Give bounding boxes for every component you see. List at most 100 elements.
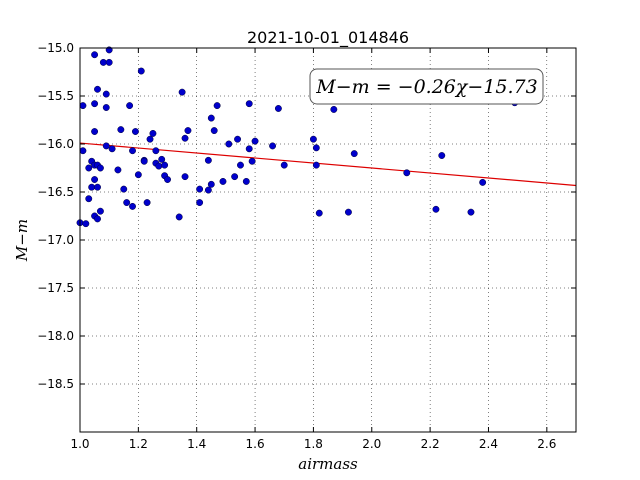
- data-point: [123, 199, 131, 207]
- data-point: [102, 90, 110, 98]
- x-tick-label: 2.4: [479, 437, 498, 451]
- data-point: [129, 147, 136, 155]
- data-point: [225, 140, 233, 148]
- grid-lines: [79, 47, 576, 432]
- y-tick-label: −17.0: [37, 233, 74, 247]
- fit-line-group: [79, 142, 577, 187]
- chart-title: 2021-10-01_014846: [247, 28, 409, 48]
- x-tick-label: 1.2: [129, 437, 148, 451]
- data-point: [219, 177, 227, 185]
- data-point: [231, 173, 239, 181]
- data-point: [85, 164, 93, 172]
- data-point: [96, 164, 104, 172]
- data-point: [204, 156, 212, 164]
- data-point: [85, 195, 93, 203]
- data-point: [210, 127, 218, 135]
- data-point: [79, 147, 87, 155]
- data-point: [137, 67, 145, 75]
- data-points: [76, 46, 519, 228]
- x-tick-label: 1.8: [304, 437, 323, 451]
- data-point: [312, 144, 320, 152]
- data-point: [152, 147, 160, 155]
- data-point: [350, 150, 358, 158]
- y-tick-label: −18.5: [37, 377, 74, 391]
- data-point: [140, 157, 148, 165]
- data-point: [91, 100, 99, 108]
- data-point: [96, 207, 104, 215]
- data-point: [213, 102, 221, 110]
- data-point: [158, 155, 166, 163]
- data-point: [251, 137, 259, 145]
- data-point: [82, 220, 90, 228]
- data-point: [315, 209, 323, 217]
- data-point: [91, 128, 99, 135]
- x-tick-labels: 1.0 1.2 1.4 1.6 1.8 2.0 2.2 2.4 2.6: [70, 437, 556, 451]
- data-point: [175, 213, 183, 221]
- data-point: [274, 105, 282, 112]
- x-tick-label: 2.0: [362, 437, 381, 451]
- data-point: [117, 126, 125, 134]
- x-axis-label: airmass: [298, 455, 358, 473]
- data-point: [467, 208, 475, 216]
- data-point: [181, 134, 189, 142]
- y-tick-label: −18.0: [37, 329, 74, 343]
- data-point: [479, 178, 487, 186]
- data-point: [91, 176, 99, 183]
- data-point: [280, 161, 288, 169]
- y-tick-labels: −15.0 −15.5 −16.0 −16.5 −17.0 −17.5 −18.0 −18.5: [37, 41, 74, 391]
- data-point: [245, 145, 253, 153]
- annotation-box: [309, 68, 544, 105]
- data-point: [248, 157, 256, 165]
- data-point: [143, 199, 151, 207]
- data-point: [207, 180, 215, 188]
- data-point: [204, 186, 212, 194]
- data-point: [155, 162, 163, 170]
- data-point: [126, 102, 134, 110]
- x-tick-label: 1.0: [70, 437, 89, 451]
- y-tick-label: −16.5: [37, 185, 74, 199]
- data-point: [120, 185, 128, 193]
- x-tick-label: 1.4: [187, 437, 206, 451]
- data-point: [344, 208, 352, 216]
- x-tick-label: 2.2: [421, 437, 440, 451]
- data-point: [146, 135, 154, 143]
- data-point: [184, 127, 192, 135]
- data-point: [134, 171, 142, 179]
- x-tick-label: 1.6: [246, 437, 265, 451]
- y-axis-label: M−m: [13, 219, 31, 262]
- data-point: [94, 85, 101, 93]
- data-point: [114, 166, 122, 174]
- fit-line: [79, 142, 577, 187]
- axis-ticks: [79, 47, 576, 432]
- data-point: [207, 114, 215, 122]
- data-point: [309, 135, 317, 143]
- y-tick-label: −15.5: [37, 89, 74, 103]
- data-point: [149, 129, 157, 137]
- data-point: [164, 176, 171, 183]
- data-point: [181, 173, 189, 181]
- data-point: [129, 202, 136, 210]
- x-tick-label: 2.6: [537, 437, 556, 451]
- data-point: [91, 51, 99, 59]
- y-tick-label: −17.5: [37, 281, 74, 295]
- data-point: [161, 161, 169, 169]
- data-point: [99, 58, 107, 66]
- data-point: [432, 205, 440, 213]
- data-point: [131, 128, 139, 135]
- data-point: [196, 199, 204, 207]
- data-point: [438, 152, 446, 159]
- data-point: [242, 177, 250, 185]
- data-point: [403, 169, 411, 177]
- data-point: [94, 183, 101, 191]
- data-point: [108, 145, 116, 153]
- fit-equation: M−m = −0.26χ−15.73: [315, 76, 537, 98]
- data-point: [312, 161, 320, 169]
- y-tick-label: −16.0: [37, 137, 74, 151]
- data-point: [196, 185, 204, 193]
- fit-equation-box: M−m = −0.26χ−15.73: [309, 68, 544, 105]
- data-point: [79, 102, 87, 110]
- data-point: [94, 215, 101, 223]
- data-point: [105, 58, 113, 66]
- data-point: [330, 105, 338, 113]
